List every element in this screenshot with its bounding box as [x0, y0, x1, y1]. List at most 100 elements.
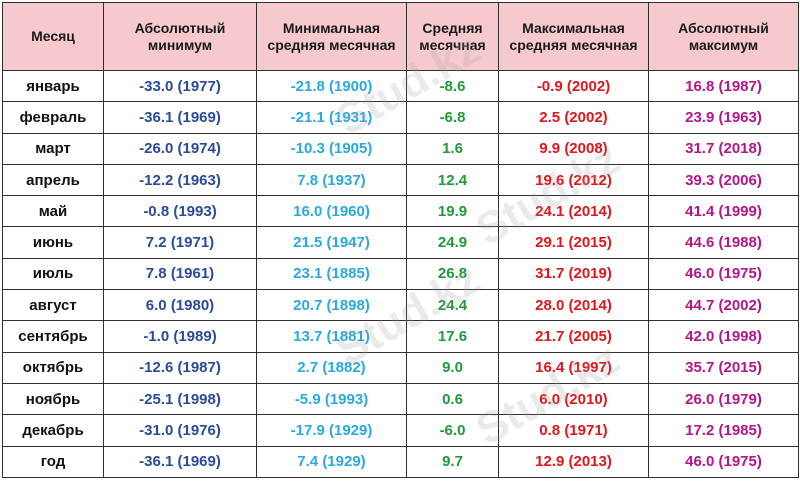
cell-abs-max: 44.6 (1988) [648, 226, 799, 259]
table-row: октябрь -12.6 (1987) 2.7 (1882) 9.0 16.4… [2, 351, 799, 384]
table-row: март -26.0 (1974) -10.3 (1905) 1.6 9.9 (… [2, 132, 799, 165]
cell-abs-max: 31.7 (2018) [648, 132, 799, 165]
cell-avg: 9.7 [406, 445, 499, 478]
cell-abs-min: -12.2 (1963) [103, 163, 257, 197]
table-row: год -36.1 (1969) 7.4 (1929) 9.7 12.9 (20… [2, 445, 799, 478]
cell-abs-min: -25.1 (1998) [103, 382, 257, 416]
cell-min-avg: 21.5 (1947) [256, 226, 407, 259]
cell-avg: 9.0 [406, 351, 499, 384]
cell-abs-min: -36.1 (1969) [103, 101, 257, 134]
table-row: сентябрь -1.0 (1989) 13.7 (1881) 17.6 21… [2, 320, 799, 353]
cell-avg: -6.0 [406, 414, 499, 447]
cell-max-avg: 12.9 (2013) [498, 445, 649, 478]
cell-abs-min: -33.0 (1977) [103, 69, 257, 103]
cell-max-avg: -0.9 (2002) [498, 69, 649, 103]
cell-abs-min: -12.6 (1987) [103, 351, 257, 384]
cell-abs-min: 6.0 (1980) [103, 289, 257, 322]
cell-abs-max: 42.0 (1998) [648, 320, 799, 353]
table-row: май -0.8 (1993) 16.0 (1960) 19.9 24.1 (2… [2, 195, 799, 228]
header-row: Месяц Абсолютный минимум Минимальная сре… [2, 2, 799, 71]
cell-avg: 17.6 [406, 320, 499, 353]
cell-avg: 26.8 [406, 257, 499, 291]
header-abs-min: Абсолютный минимум [103, 2, 257, 71]
header-month: Месяц [2, 2, 104, 71]
cell-max-avg: 19.6 (2012) [498, 163, 649, 197]
cell-max-avg: 21.7 (2005) [498, 320, 649, 353]
cell-abs-max: 26.0 (1979) [648, 382, 799, 416]
cell-month: апрель [2, 163, 104, 197]
cell-abs-max: 44.7 (2002) [648, 289, 799, 322]
cell-month: февраль [2, 101, 104, 134]
cell-month: январь [2, 69, 104, 103]
cell-min-avg: 13.7 (1881) [256, 320, 407, 353]
cell-month: декабрь [2, 414, 104, 447]
cell-abs-max: 46.0 (1975) [648, 257, 799, 291]
cell-abs-min: -26.0 (1974) [103, 132, 257, 165]
cell-min-avg: -21.8 (1900) [256, 69, 407, 103]
cell-max-avg: 28.0 (2014) [498, 289, 649, 322]
cell-month: август [2, 289, 104, 322]
cell-abs-min: 7.8 (1961) [103, 257, 257, 291]
cell-abs-min: -1.0 (1989) [103, 320, 257, 353]
table-row: ноябрь -25.1 (1998) -5.9 (1993) 0.6 6.0 … [2, 382, 799, 416]
cell-abs-max: 23.9 (1963) [648, 101, 799, 134]
cell-month: октябрь [2, 351, 104, 384]
cell-max-avg: 16.4 (1997) [498, 351, 649, 384]
cell-max-avg: 0.8 (1971) [498, 414, 649, 447]
cell-max-avg: 31.7 (2019) [498, 257, 649, 291]
cell-abs-max: 46.0 (1975) [648, 445, 799, 478]
header-avg: Средняя месячная [406, 2, 499, 71]
table-row: январь -33.0 (1977) -21.8 (1900) -8.6 -0… [2, 69, 799, 103]
header-abs-max: Абсолютный максимум [648, 2, 799, 71]
cell-min-avg: 16.0 (1960) [256, 195, 407, 228]
cell-avg: 24.9 [406, 226, 499, 259]
cell-avg: -8.6 [406, 69, 499, 103]
cell-min-avg: -5.9 (1993) [256, 382, 407, 416]
cell-max-avg: 29.1 (2015) [498, 226, 649, 259]
cell-min-avg: -17.9 (1929) [256, 414, 407, 447]
cell-month: март [2, 132, 104, 165]
cell-max-avg: 2.5 (2002) [498, 101, 649, 134]
cell-abs-max: 16.8 (1987) [648, 69, 799, 103]
cell-abs-min: -31.0 (1976) [103, 414, 257, 447]
cell-avg: 24.4 [406, 289, 499, 322]
cell-min-avg: 7.8 (1937) [256, 163, 407, 197]
cell-min-avg: 20.7 (1898) [256, 289, 407, 322]
cell-min-avg: -10.3 (1905) [256, 132, 407, 165]
table-row: июнь 7.2 (1971) 21.5 (1947) 24.9 29.1 (2… [2, 226, 799, 259]
table-row: июль 7.8 (1961) 23.1 (1885) 26.8 31.7 (2… [2, 257, 799, 291]
cell-min-avg: 7.4 (1929) [256, 445, 407, 478]
cell-avg: 19.9 [406, 195, 499, 228]
cell-min-avg: 23.1 (1885) [256, 257, 407, 291]
cell-abs-max: 41.4 (1999) [648, 195, 799, 228]
cell-abs-max: 17.2 (1985) [648, 414, 799, 447]
header-max-avg: Максимальная средняя месячная [498, 2, 649, 71]
cell-max-avg: 6.0 (2010) [498, 382, 649, 416]
cell-abs-max: 35.7 (2015) [648, 351, 799, 384]
table-row: апрель -12.2 (1963) 7.8 (1937) 12.4 19.6… [2, 163, 799, 197]
cell-month: ноябрь [2, 382, 104, 416]
cell-abs-min: -0.8 (1993) [103, 195, 257, 228]
cell-month: июль [2, 257, 104, 291]
cell-month: май [2, 195, 104, 228]
header-min-avg: Минимальная средняя месячная [256, 2, 407, 71]
table-row: декабрь -31.0 (1976) -17.9 (1929) -6.0 0… [2, 414, 799, 447]
cell-abs-min: 7.2 (1971) [103, 226, 257, 259]
cell-month: июнь [2, 226, 104, 259]
cell-max-avg: 24.1 (2014) [498, 195, 649, 228]
table-row: февраль -36.1 (1969) -21.1 (1931) -6.8 2… [2, 101, 799, 134]
cell-avg: -6.8 [406, 101, 499, 134]
climate-table: Месяц Абсолютный минимум Минимальная сре… [2, 2, 799, 478]
table-row: август 6.0 (1980) 20.7 (1898) 24.4 28.0 … [2, 289, 799, 322]
cell-avg: 12.4 [406, 163, 499, 197]
cell-avg: 1.6 [406, 132, 499, 165]
cell-month: год [2, 445, 104, 478]
cell-avg: 0.6 [406, 382, 499, 416]
cell-max-avg: 9.9 (2008) [498, 132, 649, 165]
cell-min-avg: 2.7 (1882) [256, 351, 407, 384]
cell-abs-min: -36.1 (1969) [103, 445, 257, 478]
cell-month: сентябрь [2, 320, 104, 353]
cell-min-avg: -21.1 (1931) [256, 101, 407, 134]
cell-abs-max: 39.3 (2006) [648, 163, 799, 197]
